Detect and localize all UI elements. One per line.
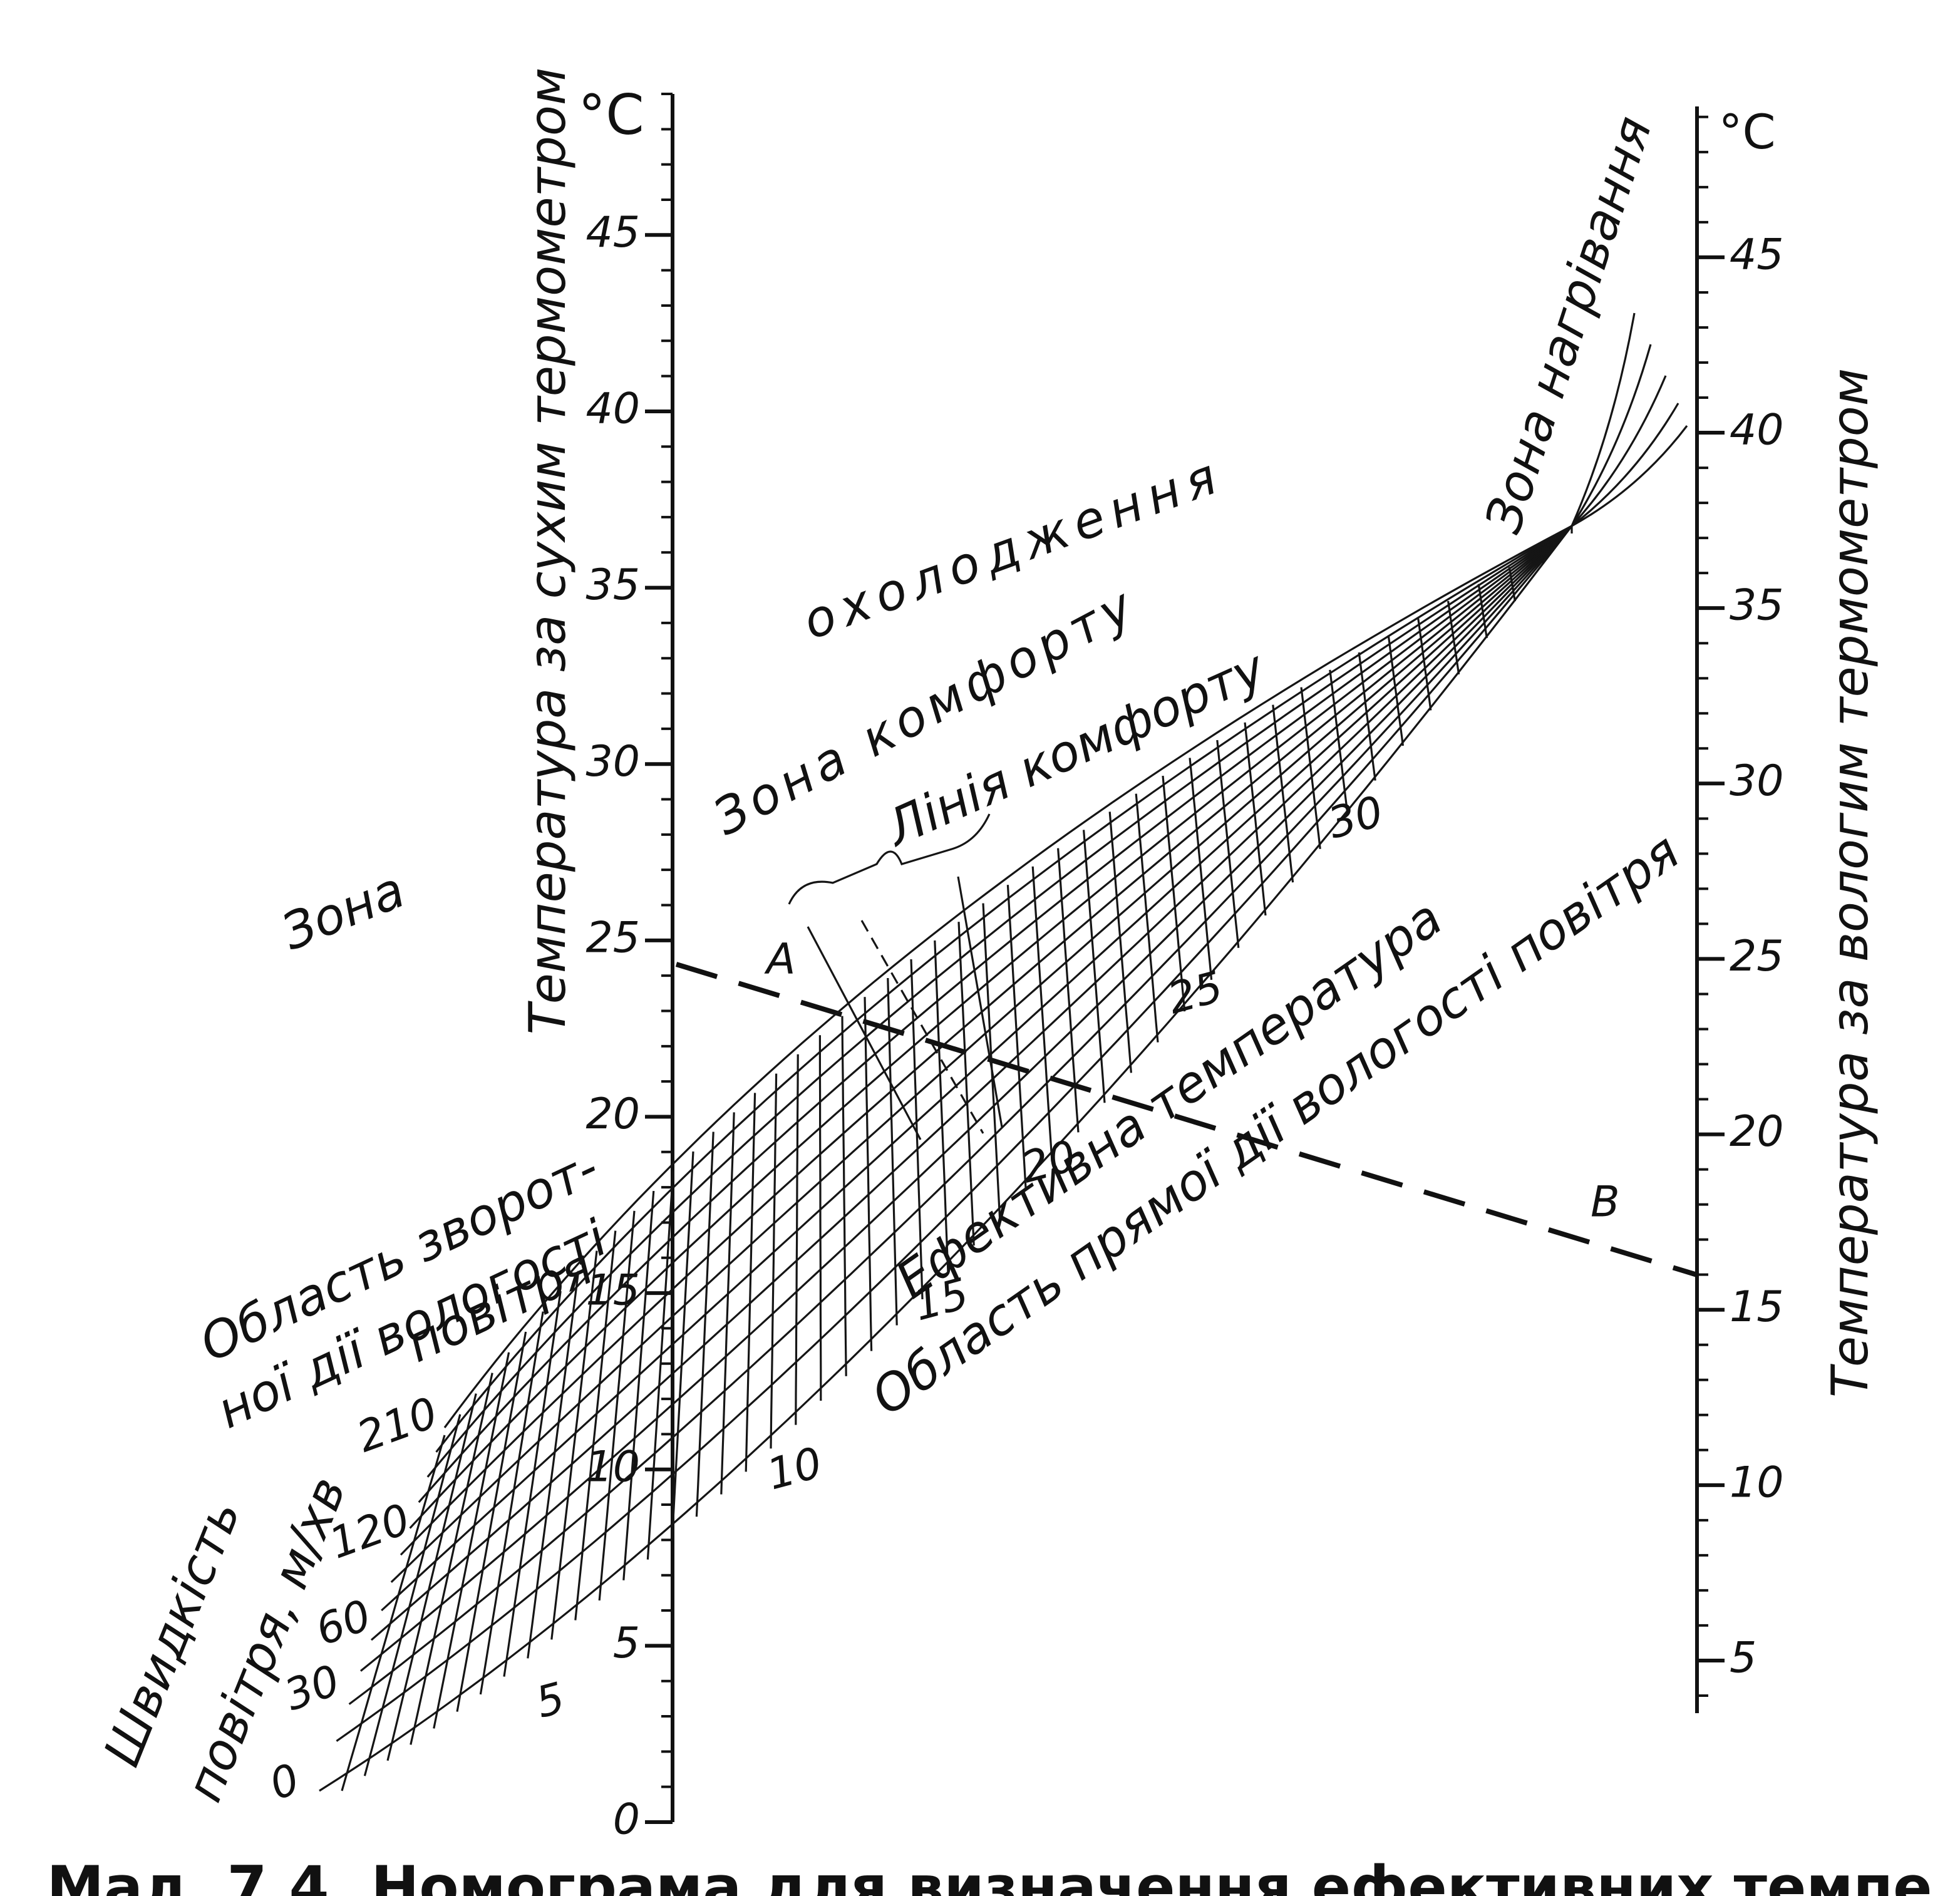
mesh-line [433, 1352, 510, 1729]
y-tick-label: 35 [585, 560, 640, 610]
mesh-line [864, 997, 873, 1351]
y-tick-label: 30 [585, 737, 640, 786]
y-tick-label: 15 [1730, 1282, 1784, 1332]
mesh-line [1571, 403, 1679, 527]
left-unit: °C [578, 83, 644, 147]
mesh-line [1571, 425, 1688, 527]
mesh [319, 312, 1688, 1792]
y-tick-label: 35 [1730, 581, 1784, 631]
mesh-line [887, 977, 898, 1326]
mesh-line [574, 1230, 617, 1620]
mesh-line [1083, 830, 1106, 1103]
mesh-line [348, 525, 1573, 1705]
point-label: B [1591, 1178, 1620, 1227]
right-unit: °C [1718, 104, 1775, 160]
comfort-brace [788, 813, 991, 905]
mesh-line [646, 1171, 674, 1560]
mesh-line [695, 1131, 714, 1517]
mesh-line [1031, 866, 1053, 1162]
comfort-zone-line [807, 926, 922, 1140]
y-tick-label: 30 [1730, 756, 1784, 806]
mesh-line [381, 525, 1573, 1612]
mesh-line [1216, 739, 1240, 948]
mesh-line [745, 1093, 756, 1472]
mesh-line [1135, 793, 1159, 1043]
mesh-line [1329, 669, 1349, 815]
mesh-line [443, 525, 1572, 1428]
mesh-line [341, 1435, 446, 1791]
mesh-line [934, 940, 949, 1273]
mesh-line [336, 525, 1573, 1742]
y-tick-label: 45 [1730, 230, 1784, 279]
y-tick-label: 0 [613, 1795, 640, 1845]
mesh-line [1477, 584, 1488, 639]
mesh-line [550, 1250, 598, 1640]
mesh-line [1447, 600, 1460, 675]
mesh-line [598, 1210, 636, 1601]
mesh-line [1571, 312, 1636, 527]
mesh-line [982, 903, 1001, 1218]
mesh-line [503, 1291, 562, 1677]
mesh-line [1571, 344, 1652, 527]
mesh-line [1417, 617, 1432, 711]
y-tick-label: 25 [585, 913, 640, 962]
mesh-line [1300, 687, 1321, 849]
y-tick-label: 25 [1730, 932, 1784, 981]
mesh-line [1162, 775, 1186, 1012]
mesh-line [479, 1311, 544, 1695]
mesh-line [1057, 848, 1080, 1133]
mesh-line [671, 1151, 694, 1538]
mesh-line [1189, 758, 1213, 980]
mesh-line [359, 525, 1573, 1672]
y-tick-label: 20 [585, 1090, 640, 1139]
mesh-line [363, 1414, 462, 1776]
mesh-line [1387, 635, 1404, 746]
y-tick-label: 5 [1730, 1634, 1756, 1683]
mesh-line [370, 525, 1573, 1641]
mesh-line [456, 1331, 527, 1712]
comfort-zone-line [957, 876, 1003, 1128]
mesh-line [720, 1112, 735, 1495]
mesh-line [910, 959, 924, 1300]
mesh-line [1539, 550, 1545, 564]
left-axis-title: Температура за сухим термометром [518, 68, 577, 1035]
y-tick-label: 5 [613, 1619, 640, 1668]
y-tick-label: 45 [585, 208, 640, 257]
mesh-line [1272, 704, 1294, 883]
mesh-line [1358, 652, 1376, 781]
mesh-line [527, 1270, 580, 1659]
y-tick-label: 40 [585, 384, 640, 433]
mesh-line [1508, 567, 1516, 602]
mesh-line [386, 1393, 477, 1761]
mesh-line [622, 1190, 655, 1580]
mesh-line [957, 922, 975, 1246]
y-tick-label: 10 [1730, 1458, 1784, 1507]
mesh-line [770, 1073, 778, 1449]
mesh-line [1244, 722, 1267, 916]
mesh-line [1006, 885, 1027, 1190]
mesh-line [1108, 811, 1132, 1073]
comfort-line [860, 920, 984, 1134]
point-label: A [764, 935, 796, 984]
mesh-line [841, 1016, 847, 1376]
mesh-line [410, 1373, 493, 1745]
mesh-line [795, 1054, 799, 1425]
mesh-line [1571, 375, 1667, 527]
mesh-line [319, 525, 1573, 1792]
caption: Мал. 7.4. Номограма для визначення ефект… [46, 1853, 1932, 1896]
right-axis-title: Температура за вологим термометром [1821, 368, 1879, 1398]
dashed-line [675, 962, 1698, 1277]
y-tick-label: 20 [1730, 1107, 1784, 1157]
y-tick-label: 40 [1730, 406, 1784, 455]
